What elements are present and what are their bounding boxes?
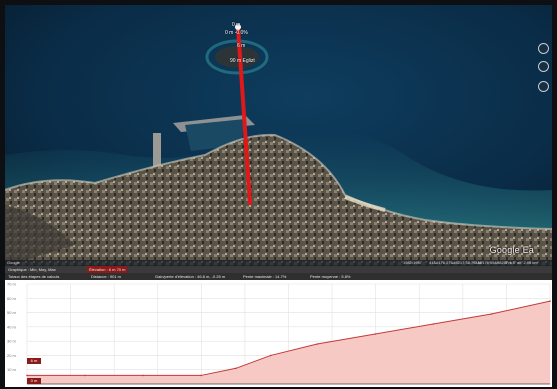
y-tick-label: 40 m — [7, 324, 17, 329]
top-distance-label: 0 m — [232, 22, 241, 28]
status-item: 41&#176;27&#8217;38.76" N — [429, 260, 481, 265]
graph-mode-label[interactable]: Graphique : Min, Moy, Max — [8, 267, 56, 272]
y-tick-label: 10 m — [7, 367, 17, 372]
harbor-pier — [153, 133, 161, 175]
stats-row-top: Graphique : Min, Moy, Max Élévation : 6 … — [5, 266, 552, 273]
elevation-point — [374, 333, 377, 335]
town-area — [5, 134, 552, 266]
hillside — [5, 205, 75, 266]
elevation-point — [200, 374, 202, 377]
measure-path[interactable] — [236, 25, 252, 205]
elevation-profile-panel: Graphique : Min, Moy, Max Élévation : 6 … — [5, 266, 552, 387]
status-item: Google — [7, 260, 20, 265]
elevation-chart-svg: 70 m 60 m 50 m 40 m 30 m 20 m 10 m — [7, 282, 551, 385]
elevation-point — [235, 367, 237, 370]
elevation-point — [142, 374, 144, 377]
y-tick-label: 60 m — [7, 296, 17, 301]
elevation-point — [490, 313, 493, 315]
island — [215, 46, 259, 68]
beach — [344, 195, 386, 212]
origin-flag: 0 m — [27, 378, 41, 384]
elevation-point — [432, 323, 435, 325]
range-totals-label: Totaux des étapes de calculs — [8, 274, 60, 279]
y-tick-label: 20 m — [7, 353, 17, 358]
coastline — [5, 133, 552, 230]
elevation-point — [269, 354, 272, 357]
elevation-point — [316, 343, 319, 345]
elevation-point — [549, 300, 551, 302]
elevation-range-label: Élévation : 6 m 70 m — [87, 266, 128, 273]
elevation-point — [26, 374, 28, 377]
zoom-control[interactable] — [538, 81, 549, 92]
elevation-point — [84, 374, 86, 377]
y-tick-label: 70 m — [7, 282, 17, 287]
y-tick-label: 50 m — [7, 310, 17, 315]
map-status-bar: Google 1982/1987 41&#176;27&#8217;38.76"… — [5, 260, 552, 266]
elevation-chart[interactable]: 70 m 60 m 50 m 40 m 30 m 20 m 10 m 6 m 0 m — [5, 280, 552, 387]
status-item: 3&#176;49&#8217;1.5" — [475, 260, 517, 265]
place-label: 90 m Eglizt — [230, 58, 255, 64]
status-item: 5 m — [505, 260, 512, 265]
status-item: 1982/1987 — [403, 260, 422, 265]
google-earth-logo: Google Ea — [489, 245, 534, 255]
elevation-area — [27, 301, 550, 384]
distance-label: Distance : 901 m — [91, 274, 122, 279]
top-slope-label: 0 m -0.0% — [225, 30, 248, 36]
path-start-marker[interactable] — [235, 24, 241, 30]
stats-row-bottom: Totaux des étapes de calculs Distance : … — [5, 273, 552, 280]
y-tick-label: 30 m — [7, 339, 17, 344]
look-control[interactable] — [538, 61, 549, 72]
compass-control[interactable] — [538, 43, 549, 54]
status-item: alt. 2.08 km — [517, 260, 538, 265]
map-imagery — [5, 5, 552, 266]
mid-label: 6 m — [237, 43, 246, 49]
avg-slope-label: Pente moyenne : 5.8% — [310, 274, 351, 279]
start-elevation-flag: 6 m — [27, 358, 41, 364]
elevation-gain-label: Gain/perte d'élévation : 46.8 m, -0.28 m — [155, 274, 226, 279]
max-slope-label: Pente maximale : 14.7% — [243, 274, 287, 279]
satellite-map[interactable]: 0 m 0 m -0.0% 6 m 90 m Eglizt Google Ea … — [5, 5, 552, 266]
